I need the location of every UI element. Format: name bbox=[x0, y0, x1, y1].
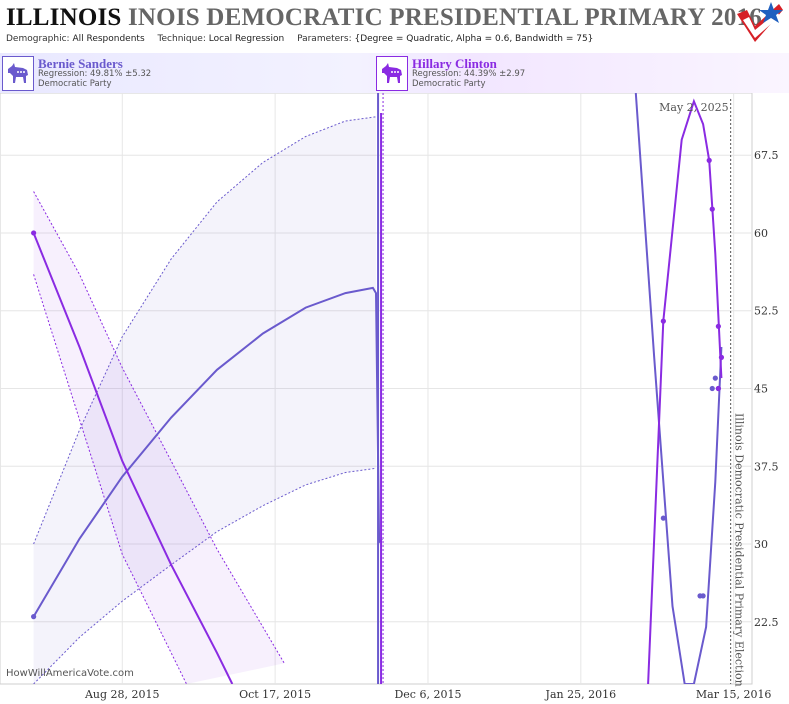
x-tick-label: Dec 6, 2015 bbox=[394, 688, 461, 701]
y-tick-label: 45 bbox=[754, 383, 768, 396]
poll-points bbox=[31, 157, 725, 620]
legend-item-sanders[interactable]: Bernie Sanders Regression: 49.81% ±5.32 … bbox=[0, 53, 380, 93]
band-lower-clinton bbox=[33, 274, 187, 684]
regression-sanders: Regression: 49.81% ±5.32 bbox=[38, 69, 152, 79]
axes: 22.5 30 37.5 45 52.5 60 67.5 Aug 28, 2015 Oct 17… bbox=[84, 149, 779, 701]
watermark: HowWillAmericaVote.com bbox=[6, 668, 134, 679]
poll-point-sanders bbox=[660, 515, 666, 521]
trend-line-late-sanders bbox=[634, 93, 723, 684]
poll-point-clinton bbox=[715, 385, 721, 392]
poll-point-sanders bbox=[712, 375, 718, 381]
y-tick-label: 52.5 bbox=[754, 305, 779, 318]
x-tick-label: Aug 28, 2015 bbox=[84, 688, 160, 701]
regression-clinton: Regression: 44.39% ±2.97 bbox=[412, 69, 526, 79]
confidence-bands bbox=[33, 116, 377, 684]
regression-chart: 22.5 30 37.5 45 52.5 60 67.5 Aug 28, 2015 Oct 17… bbox=[0, 93, 779, 701]
title-state: ILLINOIS bbox=[6, 4, 122, 31]
poll-point-clinton bbox=[709, 206, 715, 212]
annotations: May 2, 2025 Illinois Democratic President… bbox=[659, 99, 746, 687]
parameters-label: Parameters: bbox=[297, 34, 352, 44]
candidate-name-sanders: Bernie Sanders bbox=[38, 56, 123, 71]
x-tick-label: Jan 25, 2016 bbox=[545, 688, 617, 701]
chart-title: ILLINOIS INOIS DEMOCRATIC PRESIDENTIAL P… bbox=[6, 3, 762, 33]
donkey-icon bbox=[2, 56, 34, 91]
poll-point-sanders bbox=[31, 614, 37, 620]
candidate-legend: Bernie Sanders Regression: 49.81% ±5.32 … bbox=[0, 53, 789, 93]
trend-lines bbox=[32, 93, 723, 684]
y-tick-label: 37.5 bbox=[754, 460, 779, 473]
poll-point-clinton bbox=[718, 354, 725, 360]
y-tick-label: 67.5 bbox=[754, 149, 779, 162]
poll-point-clinton bbox=[31, 230, 37, 236]
poll-point-clinton bbox=[715, 323, 721, 329]
current-date-label: May 2, 2025 bbox=[659, 101, 729, 114]
parameters-value: {Degree = Quadratic, Alpha = 0.6, Bandwi… bbox=[354, 34, 594, 44]
band-upper-sanders bbox=[33, 116, 377, 545]
poll-point-sanders bbox=[700, 593, 706, 599]
poll-point-clinton bbox=[706, 157, 712, 163]
election-label: Illinois Democratic Presidential Primary… bbox=[733, 413, 746, 687]
y-tick-label: 22.5 bbox=[754, 616, 779, 629]
x-tick-label: Mar 15, 2016 bbox=[696, 688, 772, 701]
technique-value: Local Regression bbox=[208, 34, 285, 44]
star-checkmark-logo bbox=[737, 2, 783, 42]
chart-header: ILLINOIS INOIS DEMOCRATIC PRESIDENTIAL P… bbox=[0, 0, 789, 52]
legend-item-clinton[interactable]: Hillary Clinton Regression: 44.39% ±2.97… bbox=[374, 53, 784, 93]
y-tick-label: 30 bbox=[754, 538, 768, 551]
trend-line-clinton bbox=[32, 232, 234, 684]
candidate-name-clinton: Hillary Clinton bbox=[412, 56, 497, 71]
demographic-value: All Respondents bbox=[72, 34, 145, 44]
poll-point-clinton bbox=[660, 318, 666, 324]
party-clinton: Democratic Party bbox=[412, 79, 486, 89]
confidence-band-sanders bbox=[33, 116, 376, 684]
technique-label: Technique: bbox=[157, 34, 206, 44]
band-upper-clinton bbox=[33, 191, 285, 664]
trend-line-late-clinton bbox=[647, 98, 723, 684]
trend-line-sanders bbox=[32, 286, 383, 618]
poll-point-sanders bbox=[709, 385, 715, 392]
grid-lines bbox=[0, 93, 753, 685]
donkey-icon bbox=[376, 56, 408, 91]
x-tick-label: Oct 17, 2015 bbox=[239, 688, 311, 701]
y-tick-label: 60 bbox=[754, 227, 768, 240]
demographic-label: Demographic: bbox=[6, 34, 70, 44]
band-lower-sanders bbox=[33, 467, 377, 684]
parameters-line: Demographic: All Respondents Technique: … bbox=[6, 34, 603, 44]
party-sanders: Democratic Party bbox=[38, 79, 112, 89]
title-rest: INOIS DEMOCRATIC PRESIDENTIAL PRIMARY 20… bbox=[128, 4, 762, 31]
